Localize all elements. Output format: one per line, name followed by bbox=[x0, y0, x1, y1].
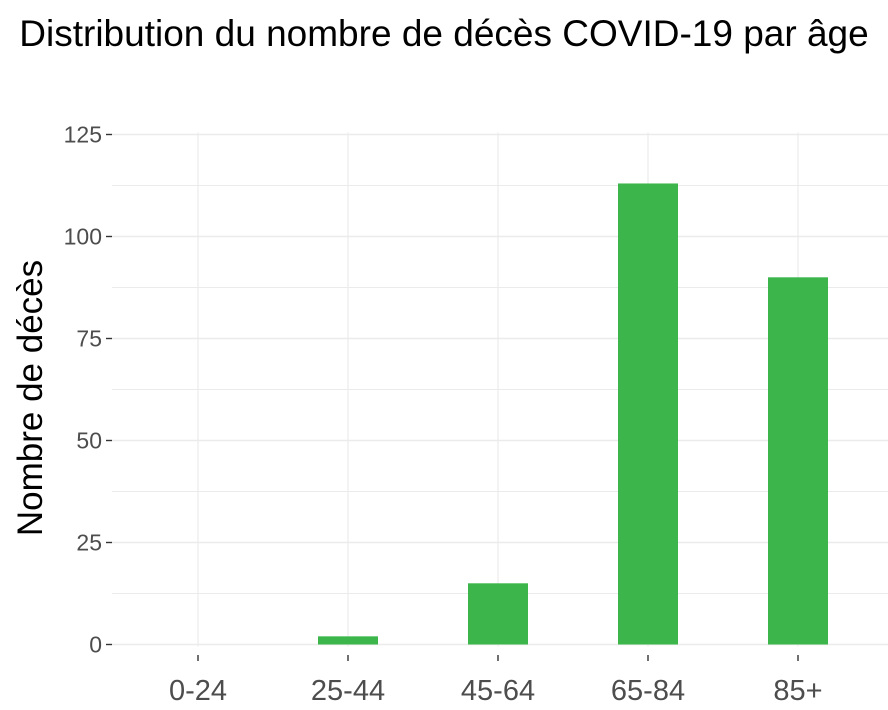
x-tick-label: 85+ bbox=[773, 675, 822, 707]
chart-title: Distribution du nombre de décès COVID-19… bbox=[19, 13, 869, 54]
y-tick-label: 100 bbox=[64, 224, 102, 250]
y-axis: 0 25 50 75 100 125 bbox=[64, 122, 112, 658]
x-tick-label: 65-84 bbox=[611, 675, 685, 707]
bar-65-84 bbox=[618, 183, 678, 645]
y-tick-label: 75 bbox=[76, 326, 102, 352]
bars bbox=[318, 183, 828, 645]
y-tick-label: 25 bbox=[76, 530, 102, 556]
x-tick-label: 0-24 bbox=[169, 675, 227, 707]
x-tick-label: 25-44 bbox=[311, 675, 385, 707]
x-axis: 0-24 25-44 45-64 65-84 85+ bbox=[169, 655, 823, 707]
bar-85+ bbox=[768, 277, 828, 645]
y-axis-title: Nombre de décès bbox=[11, 260, 50, 536]
y-tick-label: 0 bbox=[89, 632, 102, 658]
x-tick-label: 45-64 bbox=[461, 675, 535, 707]
bar-45-64 bbox=[468, 583, 528, 645]
bar-25-44 bbox=[318, 636, 378, 645]
y-tick-label: 50 bbox=[76, 428, 102, 454]
y-tick-label: 125 bbox=[64, 122, 102, 148]
